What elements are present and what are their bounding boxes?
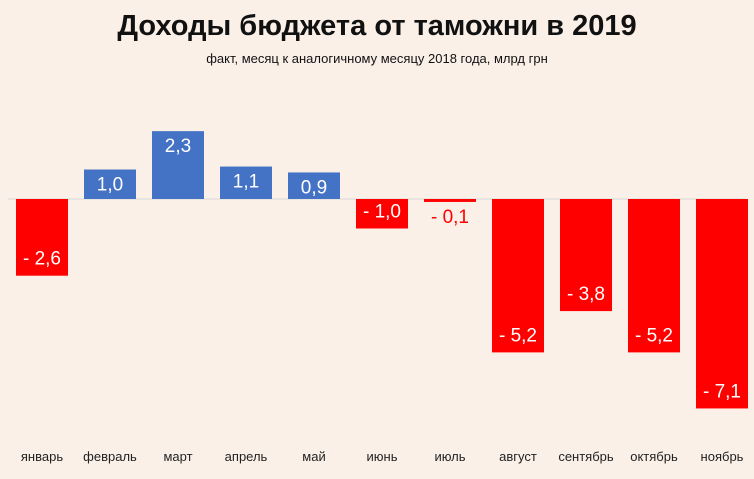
bar-3	[220, 166, 272, 199]
bar-2	[152, 131, 204, 199]
category-label-7: август	[499, 449, 537, 464]
bar-0	[16, 199, 68, 276]
category-label-8: сентябрь	[558, 449, 614, 464]
category-label-1: февраль	[83, 449, 137, 464]
data-label-6: - 0,1	[431, 207, 469, 228]
category-label-0: январь	[21, 449, 63, 464]
data-label-10: - 7,1	[703, 381, 741, 402]
data-label-4: 0,9	[301, 177, 327, 198]
data-label-7: - 5,2	[499, 325, 537, 346]
data-label-0: - 2,6	[23, 249, 61, 270]
bar-7	[492, 199, 544, 353]
bar-8	[560, 199, 612, 312]
bar-1	[84, 169, 136, 199]
category-label-3: апрель	[225, 449, 268, 464]
data-label-8: - 3,8	[567, 284, 605, 305]
chart-subtitle: факт, месяц к аналогичному месяцу 2018 г…	[206, 51, 548, 66]
category-label-10: ноябрь	[701, 449, 744, 464]
bar-10	[696, 199, 748, 409]
category-label-6: июль	[434, 449, 465, 464]
data-label-2: 2,3	[165, 136, 191, 157]
bar-5	[356, 199, 408, 229]
chart-title: Доходы бюджета от таможни в 2019	[117, 10, 637, 42]
data-label-9: - 5,2	[635, 325, 673, 346]
bar-9	[628, 199, 680, 353]
category-label-9: октябрь	[630, 449, 678, 464]
category-label-4: май	[302, 449, 325, 464]
category-label-2: март	[163, 449, 192, 464]
bar-4	[288, 172, 340, 199]
data-label-1: 1,0	[97, 175, 123, 196]
data-label-5: - 1,0	[363, 202, 401, 223]
category-label-5: июнь	[367, 449, 398, 464]
data-label-3: 1,1	[233, 172, 259, 193]
bar-6	[424, 199, 476, 202]
